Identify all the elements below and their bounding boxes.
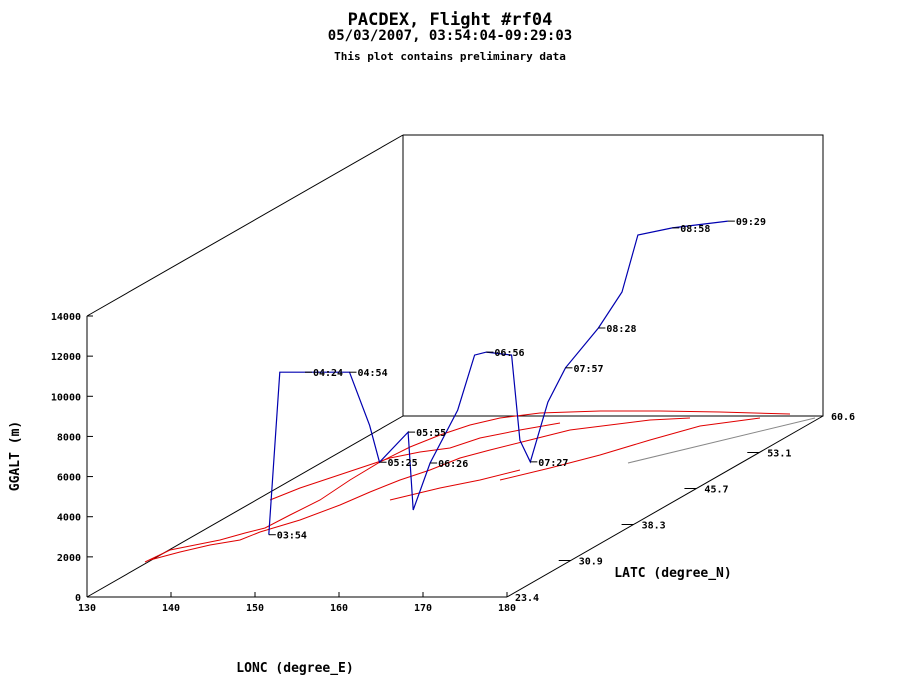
y-tick-label: 38.3: [642, 521, 666, 532]
z-axis-label: GGALT (m): [8, 421, 23, 491]
time-label: 08:58: [680, 224, 710, 235]
chart-note: This plot contains preliminary data: [334, 50, 566, 63]
time-label: 08:28: [606, 324, 636, 335]
time-label: 05:25: [388, 458, 418, 469]
z-tick-label: 6000: [57, 473, 81, 484]
y-tick-label: 45.7: [704, 484, 728, 495]
time-label: 07:27: [538, 458, 568, 469]
time-label: 06:56: [494, 348, 524, 359]
time-label: 03:54: [277, 531, 307, 542]
x-tick-label: 180: [498, 603, 516, 614]
y-tick-label: 60.6: [831, 412, 855, 423]
time-label: 09:29: [736, 217, 766, 228]
z-tick-label: 12000: [51, 352, 81, 363]
time-label: 04:24: [313, 368, 343, 379]
z-tick-label: 8000: [57, 432, 81, 443]
y-tick-label: 30.9: [579, 557, 603, 568]
chart-subtitle: 05/03/2007, 03:54:04-09:29:03: [328, 28, 572, 44]
z-tick-label: 4000: [57, 513, 81, 524]
time-label: 04:54: [357, 368, 387, 379]
flight-track: [268, 220, 728, 535]
reference-line: [627, 417, 816, 464]
x-tick-label: 160: [330, 603, 348, 614]
x-tick-label: 130: [78, 603, 96, 614]
x-tick-label: 150: [246, 603, 264, 614]
box: [86, 134, 824, 598]
x-tick-label: 140: [162, 603, 180, 614]
z-tick-label: 10000: [51, 392, 81, 403]
y-tick-label: 23.4: [515, 593, 539, 604]
chart-title: PACDEX, Flight #rf04: [348, 10, 553, 30]
coastline: [144, 410, 791, 563]
z-tick-label: 0: [75, 593, 81, 604]
time-label: 06:26: [438, 459, 468, 470]
z-tick-label: 14000: [51, 312, 81, 323]
y-tick-label: 53.1: [767, 448, 791, 459]
time-label: 05:55: [416, 428, 446, 439]
z-tick-label: 2000: [57, 553, 81, 564]
time-label: 07:57: [573, 364, 603, 375]
x-axis-label: LONC (degree_E): [236, 661, 353, 676]
y-axis-label: LATC (degree_N): [614, 566, 731, 581]
x-tick-label: 170: [414, 603, 432, 614]
